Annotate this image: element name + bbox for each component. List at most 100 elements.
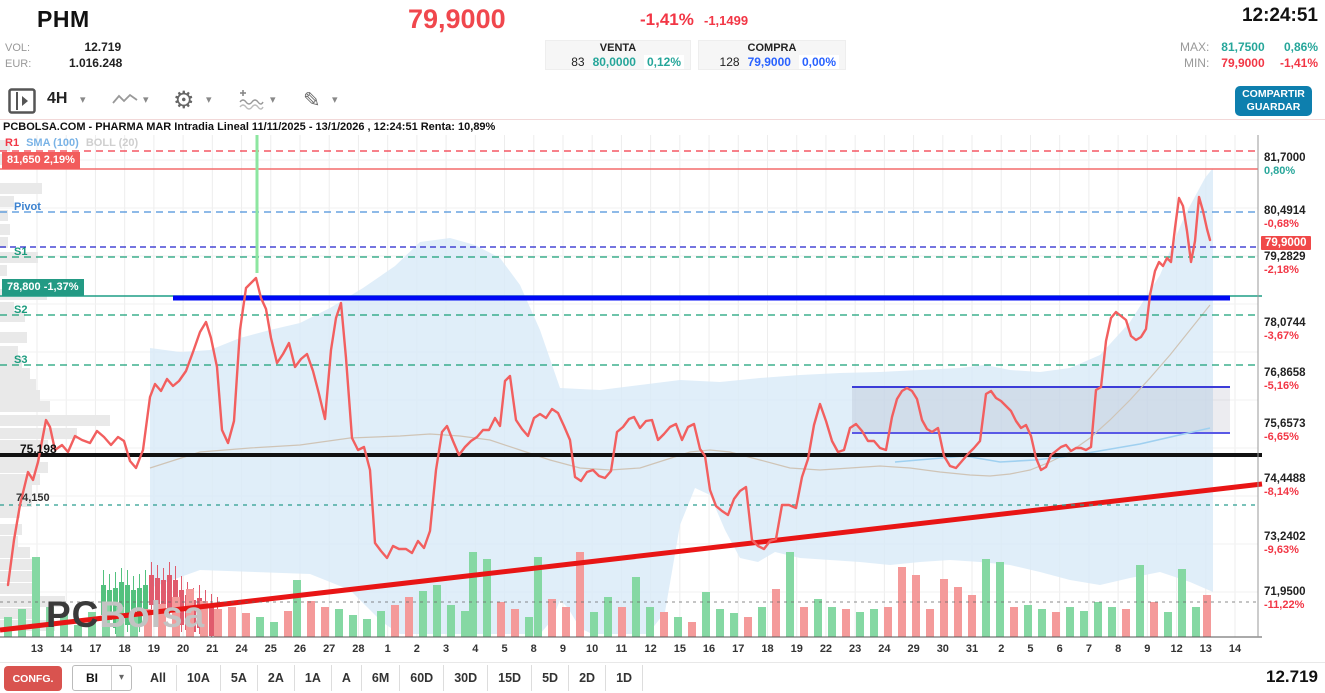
y-axis-percent: -11,22%	[1264, 599, 1305, 611]
config-button[interactable]: CONFG.	[4, 666, 62, 691]
x-axis-label: 14	[1228, 643, 1242, 655]
min-label: MIN:	[1183, 56, 1210, 70]
x-axis-label: 23	[849, 643, 862, 655]
y-axis-price: 75,6573	[1264, 418, 1306, 430]
watermark-light: Bolsa	[99, 594, 206, 635]
index-selector-value: BI	[86, 671, 98, 685]
range-button-5d[interactable]: 5D	[532, 665, 570, 691]
x-axis-label: 16	[702, 643, 716, 655]
min-row: MIN: 79,9000 -1,41%	[1184, 56, 1318, 70]
x-axis-label: 22	[819, 643, 833, 655]
watermark-bold: PC	[46, 594, 100, 635]
x-axis-label: 2	[413, 643, 420, 655]
range-buttons: All 10A 5A 2A 1A A 6M 60D 30D 15D 5D 2D 1D	[140, 665, 644, 691]
chart-style-icon[interactable]	[112, 92, 138, 111]
range-button-1a[interactable]: 1A	[295, 665, 332, 691]
draw-tool-icon[interactable]: ✎	[303, 89, 321, 112]
symbol-title: PHM	[37, 6, 90, 32]
range-button-30d[interactable]: 30D	[444, 665, 489, 691]
x-axis-label: 20	[176, 643, 190, 655]
compra-box: COMPRA 128 79,9000 0,00%	[698, 40, 846, 70]
x-axis-label: 17	[89, 643, 102, 655]
settings-caret-icon[interactable]: ▾	[206, 94, 212, 106]
chart-legend: R1 SMA (100) BOLL (20)	[5, 137, 145, 149]
price-level-label: Pivot	[14, 201, 41, 213]
chart-style-caret-icon[interactable]: ▾	[143, 94, 149, 106]
x-axis-label: 18	[761, 643, 774, 655]
max-percent: 0,86%	[1283, 40, 1318, 54]
panel-toggle-icon[interactable]	[8, 88, 36, 119]
clock: 12:24:51	[1241, 5, 1318, 26]
x-axis-label: 21	[206, 643, 219, 655]
y-axis-percent: -5,16%	[1264, 380, 1299, 392]
range-button-1d[interactable]: 1D	[606, 665, 644, 691]
range-button-6m[interactable]: 6M	[362, 665, 401, 691]
x-axis-label: 30	[936, 643, 949, 655]
chart-panel-border	[0, 119, 1325, 120]
x-axis-label: 19	[147, 643, 160, 655]
price-level-label: S3	[14, 354, 28, 366]
x-axis-label: 2	[998, 643, 1005, 655]
save-label: GUARDAR	[1246, 101, 1301, 113]
legend-item: SMA (100)	[26, 137, 79, 149]
price-level-label: 74,150	[16, 492, 50, 504]
settings-gear-icon[interactable]: ⚙	[173, 87, 195, 114]
y-axis-percent: 0,80%	[1264, 165, 1296, 177]
range-button-a[interactable]: A	[332, 665, 362, 691]
y-axis-price: 74,4488	[1264, 473, 1306, 485]
x-axis-label: 19	[790, 643, 803, 655]
price-level-label: S2	[14, 304, 28, 316]
timeframe-button[interactable]: 4H	[47, 90, 68, 107]
x-axis-label: 8	[1115, 643, 1122, 655]
range-button-2d[interactable]: 2D	[569, 665, 607, 691]
x-axis-label: 31	[965, 643, 979, 655]
compra-title: COMPRA	[747, 42, 797, 54]
y-axis-price: 73,2402	[1264, 531, 1306, 543]
x-axis-label: 12	[644, 643, 657, 655]
y-axis-label: 76,8658 -5,16%	[1264, 367, 1306, 393]
y-axis-label: 78,0744 -3,67%	[1264, 317, 1306, 343]
indicators-icon[interactable]	[238, 88, 264, 115]
range-button-10a[interactable]: 10A	[177, 665, 221, 691]
range-button-15d[interactable]: 15D	[488, 665, 533, 691]
share-save-button[interactable]: COMPARTIR GUARDAR	[1235, 86, 1312, 116]
compra-price: 79,9000	[747, 55, 791, 69]
y-axis-percent: -2,18%	[1264, 264, 1299, 276]
venta-qty: 83	[571, 55, 585, 69]
draw-tool-caret-icon[interactable]: ▾	[332, 94, 338, 106]
eur-row: EUR: 1.016.248	[5, 56, 122, 70]
chart-title: PCBOLSA.COM - PHARMA MAR Intradia Lineal…	[3, 121, 496, 133]
range-button-2a[interactable]: 2A	[258, 665, 295, 691]
x-axis-label: 10	[586, 643, 599, 655]
x-axis-label: 13	[1199, 643, 1212, 655]
x-axis-label: 27	[323, 643, 336, 655]
x-axis-label: 13	[30, 643, 44, 655]
venta-pct: 0,12%	[643, 55, 684, 69]
eur-value: 1.016.248	[68, 56, 123, 70]
index-selector[interactable]: BI ▾	[72, 665, 132, 691]
indicators-caret-icon[interactable]: ▾	[270, 94, 276, 106]
range-button-all[interactable]: All	[140, 665, 177, 691]
x-axis-label: 24	[235, 643, 248, 655]
range-button-5a[interactable]: 5A	[221, 665, 258, 691]
x-axis-label: 24	[878, 643, 891, 655]
timeframe-caret-icon[interactable]: ▾	[80, 94, 86, 106]
x-axis-label: 12	[1170, 643, 1183, 655]
price-alert-badge: 81,650 2,19%	[2, 152, 80, 169]
index-selector-caret-icon[interactable]: ▾	[111, 666, 131, 690]
x-axis-label: 9	[1144, 643, 1151, 655]
venta-box: VENTA 83 80,0000 0,12%	[545, 40, 691, 70]
x-axis-label: 29	[907, 643, 920, 655]
volume-row: VOL: 12.719	[5, 40, 121, 54]
y-axis-label: 73,2402 -9,63%	[1264, 531, 1306, 557]
max-row: MAX: 81,7500 0,86%	[1180, 40, 1318, 54]
compra-pct: 0,00%	[798, 55, 839, 69]
y-axis-price: 76,8658	[1264, 367, 1306, 379]
range-button-60d[interactable]: 60D	[400, 665, 445, 691]
y-axis-label: 81,7000 0,80%	[1264, 152, 1306, 178]
x-axis-label: 18	[118, 643, 131, 655]
price-level-label: 75,198	[20, 442, 57, 456]
y-axis-percent: -6,65%	[1264, 431, 1299, 443]
y-axis-price: 81,7000	[1264, 152, 1306, 164]
